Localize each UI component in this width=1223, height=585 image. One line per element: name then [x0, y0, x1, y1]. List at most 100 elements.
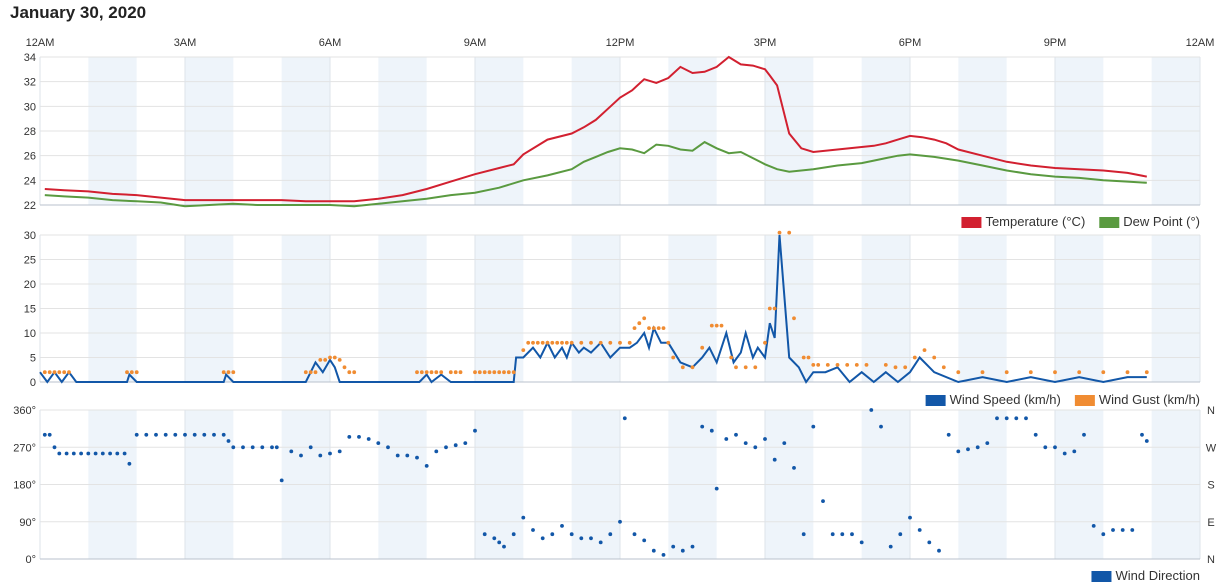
wind-gust-point	[231, 370, 236, 375]
wind-gust-point	[497, 370, 502, 375]
chart-panel-2: 0 5 10 15 20 25 30	[24, 230, 1201, 389]
legend-label: Temperature (°C)	[985, 214, 1085, 229]
wind-gust-point	[521, 348, 526, 352]
wind-gust-point	[226, 370, 231, 375]
wind-direction-point	[127, 461, 132, 466]
wind-direction-point	[511, 532, 516, 537]
wind-direction-point	[792, 466, 796, 470]
wind-direction-point	[642, 538, 647, 543]
y-tick-label: 180°	[13, 480, 36, 492]
wind-gust-point	[506, 370, 511, 375]
y-tick-label: 28	[24, 126, 36, 138]
wind-gust-point	[535, 340, 540, 345]
wind-gust-point	[67, 370, 71, 375]
wind-direction-point	[1111, 528, 1115, 532]
wind-gust-point	[42, 370, 47, 375]
wind-direction-point	[226, 439, 231, 443]
wind-gust-point	[52, 370, 57, 375]
wind-direction-point	[79, 451, 83, 456]
wind-direction-point	[1140, 432, 1144, 437]
direction-label: N	[1207, 405, 1215, 417]
y-tick-label: 20	[24, 279, 36, 291]
wind-gust-point	[564, 340, 569, 345]
wind-direction-point	[492, 536, 497, 541]
y-tick-label: 32	[24, 77, 36, 89]
y-tick-label: 26	[24, 151, 36, 163]
wind-gust-point	[835, 363, 840, 367]
wind-gust-point	[714, 323, 719, 328]
y-tick-label: 10	[24, 328, 36, 340]
wind-gust-point	[903, 365, 908, 370]
wind-gust-point	[531, 340, 535, 345]
wind-direction-point	[908, 515, 912, 520]
wind-gust-point	[642, 316, 647, 321]
wind-gust-point	[439, 370, 444, 375]
wind-gust-point	[777, 230, 782, 235]
wind-gust-point	[1077, 370, 1082, 375]
wind-direction-point	[956, 449, 961, 454]
wind-direction-point	[57, 451, 62, 456]
dew-point-line	[44, 140, 1147, 208]
wind-direction-point	[270, 445, 274, 450]
wind-direction-point	[289, 449, 294, 454]
wind-direction-point	[540, 536, 545, 541]
wind-direction-point	[52, 445, 57, 450]
wind-direction-point	[163, 432, 168, 437]
wind-gust-point	[656, 326, 661, 330]
wind-direction-point	[173, 432, 178, 437]
wind-direction-point	[589, 536, 593, 541]
wind-direction-point	[260, 445, 265, 450]
wind-direction-point	[966, 447, 970, 452]
temperature-line	[44, 55, 1147, 203]
wind-gust-point	[1125, 370, 1130, 375]
wind-direction-point	[357, 435, 361, 439]
wind-direction-point	[782, 441, 787, 445]
y-tick-label: 0°	[25, 554, 36, 566]
wind-direction-point	[308, 445, 313, 450]
wind-gust-point	[1144, 370, 1149, 375]
wind-direction-point	[376, 441, 381, 445]
wind-direction-point	[898, 532, 903, 537]
wind-gust-point	[637, 321, 642, 326]
wind-direction-point	[671, 544, 676, 549]
wind-direction-point	[531, 528, 535, 532]
direction-label: N	[1207, 554, 1215, 566]
y-tick-label: 30	[24, 101, 36, 113]
x-tick-label: 3AM	[174, 37, 197, 49]
wind-gust-point	[434, 370, 439, 375]
wind-gust-point	[47, 370, 52, 375]
wind-gust-point	[680, 365, 685, 370]
wind-gust-point	[801, 355, 806, 360]
wind-direction-point	[1004, 416, 1009, 421]
wind-direction-point	[879, 424, 883, 429]
wind-gust-point	[598, 340, 603, 345]
wind-direction-point	[560, 524, 564, 528]
wind-gust-point	[419, 370, 424, 375]
wind-speed-line	[39, 234, 1147, 384]
wind-gust-point	[1053, 370, 1057, 375]
wind-direction-point	[274, 445, 279, 450]
wind-gust-point	[318, 358, 323, 362]
wind-gust-point	[661, 326, 666, 330]
wind-direction-point	[42, 432, 47, 437]
chart-panel-1: 22 24 26 28 30 32 34	[24, 52, 1201, 212]
wind-direction-point	[241, 445, 245, 450]
wind-direction-point	[463, 441, 468, 445]
wind-direction-point	[1072, 449, 1077, 454]
wind-gust-point	[671, 355, 676, 360]
wind-direction-point	[753, 445, 758, 450]
wind-direction-point	[134, 432, 139, 437]
wind-direction-point	[1033, 432, 1038, 437]
wind-gust-point	[743, 365, 748, 370]
wind-direction-point	[927, 540, 932, 545]
legend-swatch	[1091, 571, 1112, 582]
wind-direction-point	[888, 544, 893, 549]
wind-gust-point	[666, 340, 671, 345]
y-tick-label: 24	[24, 175, 36, 187]
wind-gust-point	[1101, 370, 1106, 375]
wind-gust-point	[429, 370, 434, 375]
wind-gust-point	[845, 363, 850, 367]
x-tick-label: 9AM	[464, 37, 487, 49]
wind-gust-point	[424, 370, 429, 375]
